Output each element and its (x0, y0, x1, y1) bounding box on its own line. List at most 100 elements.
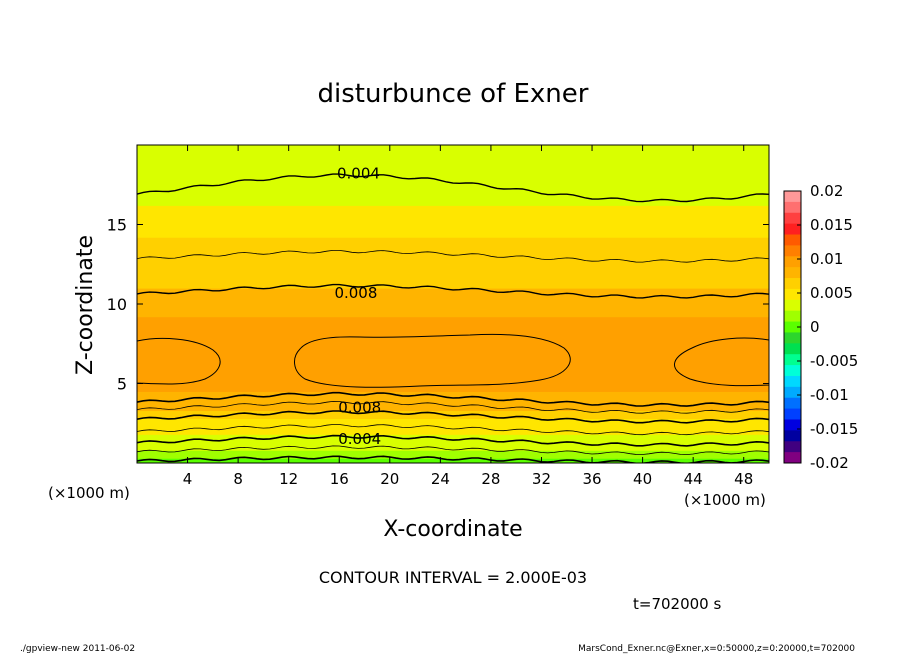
contour-line (137, 434, 769, 447)
colorbar-swatch (784, 408, 801, 420)
color-band (137, 205, 769, 222)
x-unit-right: (×1000 m) (684, 491, 766, 509)
contour-label: 0.004 (337, 165, 380, 183)
colorbar-swatches (784, 191, 801, 464)
y-tick-label: 5 (117, 375, 127, 394)
contour-line (137, 391, 769, 407)
color-band (137, 221, 769, 238)
color-band (137, 237, 769, 254)
x-tick-label: 20 (380, 470, 399, 488)
contour-label: 0.008 (334, 284, 377, 302)
x-tick-label: 16 (330, 470, 349, 488)
colorbar-swatch (784, 223, 801, 236)
color-band (137, 189, 769, 206)
color-band (137, 426, 769, 435)
x-tick-label: 4 (183, 470, 193, 488)
high-value-regions (137, 333, 769, 388)
x-axis-ticks: 4 8 12 16 20 24 28 32 36 40 44 48 (183, 145, 753, 488)
contour-line (137, 173, 769, 203)
y-tick-label: 10 (107, 295, 127, 314)
colorbar-label: 0.015 (810, 216, 853, 234)
color-band (137, 410, 769, 419)
y-axis-label: Z-coordinate (73, 235, 98, 375)
x-tick-label: 8 (233, 470, 243, 488)
contour-lines (137, 173, 769, 463)
color-band (137, 442, 769, 451)
color-band (137, 253, 769, 270)
colorbar-swatch (784, 234, 801, 246)
contour-line (137, 250, 769, 263)
colorbar-label: -0.01 (810, 386, 849, 404)
colorbar-swatch (784, 278, 801, 290)
colorbar-labels: 0.02 0.015 0.01 0.005 0 -0.005 -0.01 -0.015 -0.0… (797, 182, 858, 472)
color-band (137, 418, 769, 427)
colorbar-swatch (784, 452, 801, 464)
colorbar-swatch (784, 386, 801, 399)
y-axis-ticks: 5 10 15 (107, 216, 769, 394)
colorbar-label: -0.02 (810, 454, 849, 472)
colorbar-label: 0.02 (810, 182, 843, 200)
contour-line (137, 445, 769, 456)
colorbar-label: -0.005 (810, 352, 858, 370)
colorbar-label: 0 (810, 318, 820, 336)
colorbar: 0.02 0.015 0.01 0.005 0 -0.005 -0.01 -0.015 -0.0… (783, 182, 858, 472)
colorbar-swatch (784, 419, 801, 431)
colorbar-swatch (784, 343, 801, 355)
high-region-center (294, 333, 571, 388)
contour-line (137, 283, 769, 299)
colorbar-swatch (784, 397, 801, 410)
colorbar-swatch (784, 212, 801, 225)
colorbar-swatch (784, 354, 801, 366)
color-band (137, 269, 769, 289)
colorbar-swatch (784, 267, 801, 279)
colorbar-swatch (784, 365, 801, 377)
color-band (137, 288, 769, 305)
color-band (137, 434, 769, 443)
color-band (137, 173, 769, 191)
footer-left: ./gpview-new 2011-06-02 (20, 644, 135, 654)
colorbar-swatch (784, 332, 801, 344)
chart-title: disturbunce of Exner (318, 79, 589, 109)
colorbar-swatch (784, 288, 801, 301)
contour-line (137, 410, 769, 424)
color-band (137, 402, 769, 412)
colorbar-swatch (784, 256, 801, 268)
x-tick-label: 40 (633, 470, 652, 488)
contour-label: 0.004 (338, 430, 381, 448)
high-region-right (674, 337, 769, 387)
color-band (137, 450, 769, 459)
colorbar-swatch (784, 191, 801, 203)
colorbar-swatch (784, 201, 801, 214)
colorbar-swatch (784, 299, 801, 312)
contour-labels: 0.004 0.008 0.008 0.004 (334, 165, 381, 449)
y-tick-label: 15 (107, 216, 127, 235)
color-band (137, 316, 769, 332)
contour-interval-text: CONTOUR INTERVAL = 2.000E-03 (319, 568, 587, 587)
time-text: t=702000 s (633, 595, 721, 613)
colorbar-swatch (784, 375, 801, 388)
colorbar-swatch (784, 245, 801, 257)
x-tick-label: 32 (532, 470, 551, 488)
x-tick-label: 28 (481, 470, 500, 488)
contour-line (137, 424, 769, 436)
x-tick-label: 12 (279, 470, 298, 488)
colorbar-swatch (784, 310, 801, 323)
color-band (137, 304, 769, 318)
contour-line (137, 400, 769, 414)
colorbar-swatch (784, 441, 801, 453)
contour-label: 0.008 (338, 398, 381, 416)
footer-right: MarsCond_Exner.nc@Exner,x=0:50000,z=0:20… (578, 644, 855, 654)
colorbar-label: 0.005 (810, 284, 853, 302)
color-band (137, 157, 769, 175)
x-tick-label: 36 (582, 470, 601, 488)
x-tick-label: 24 (431, 470, 450, 488)
colorbar-label: -0.015 (810, 420, 858, 438)
x-unit-left: (×1000 m) (48, 484, 130, 502)
colorbar-swatch (784, 430, 801, 442)
colorbar-label: 0.01 (810, 250, 843, 268)
color-band (137, 145, 769, 159)
colorbar-swatch (784, 321, 801, 333)
high-region-left (137, 337, 221, 385)
